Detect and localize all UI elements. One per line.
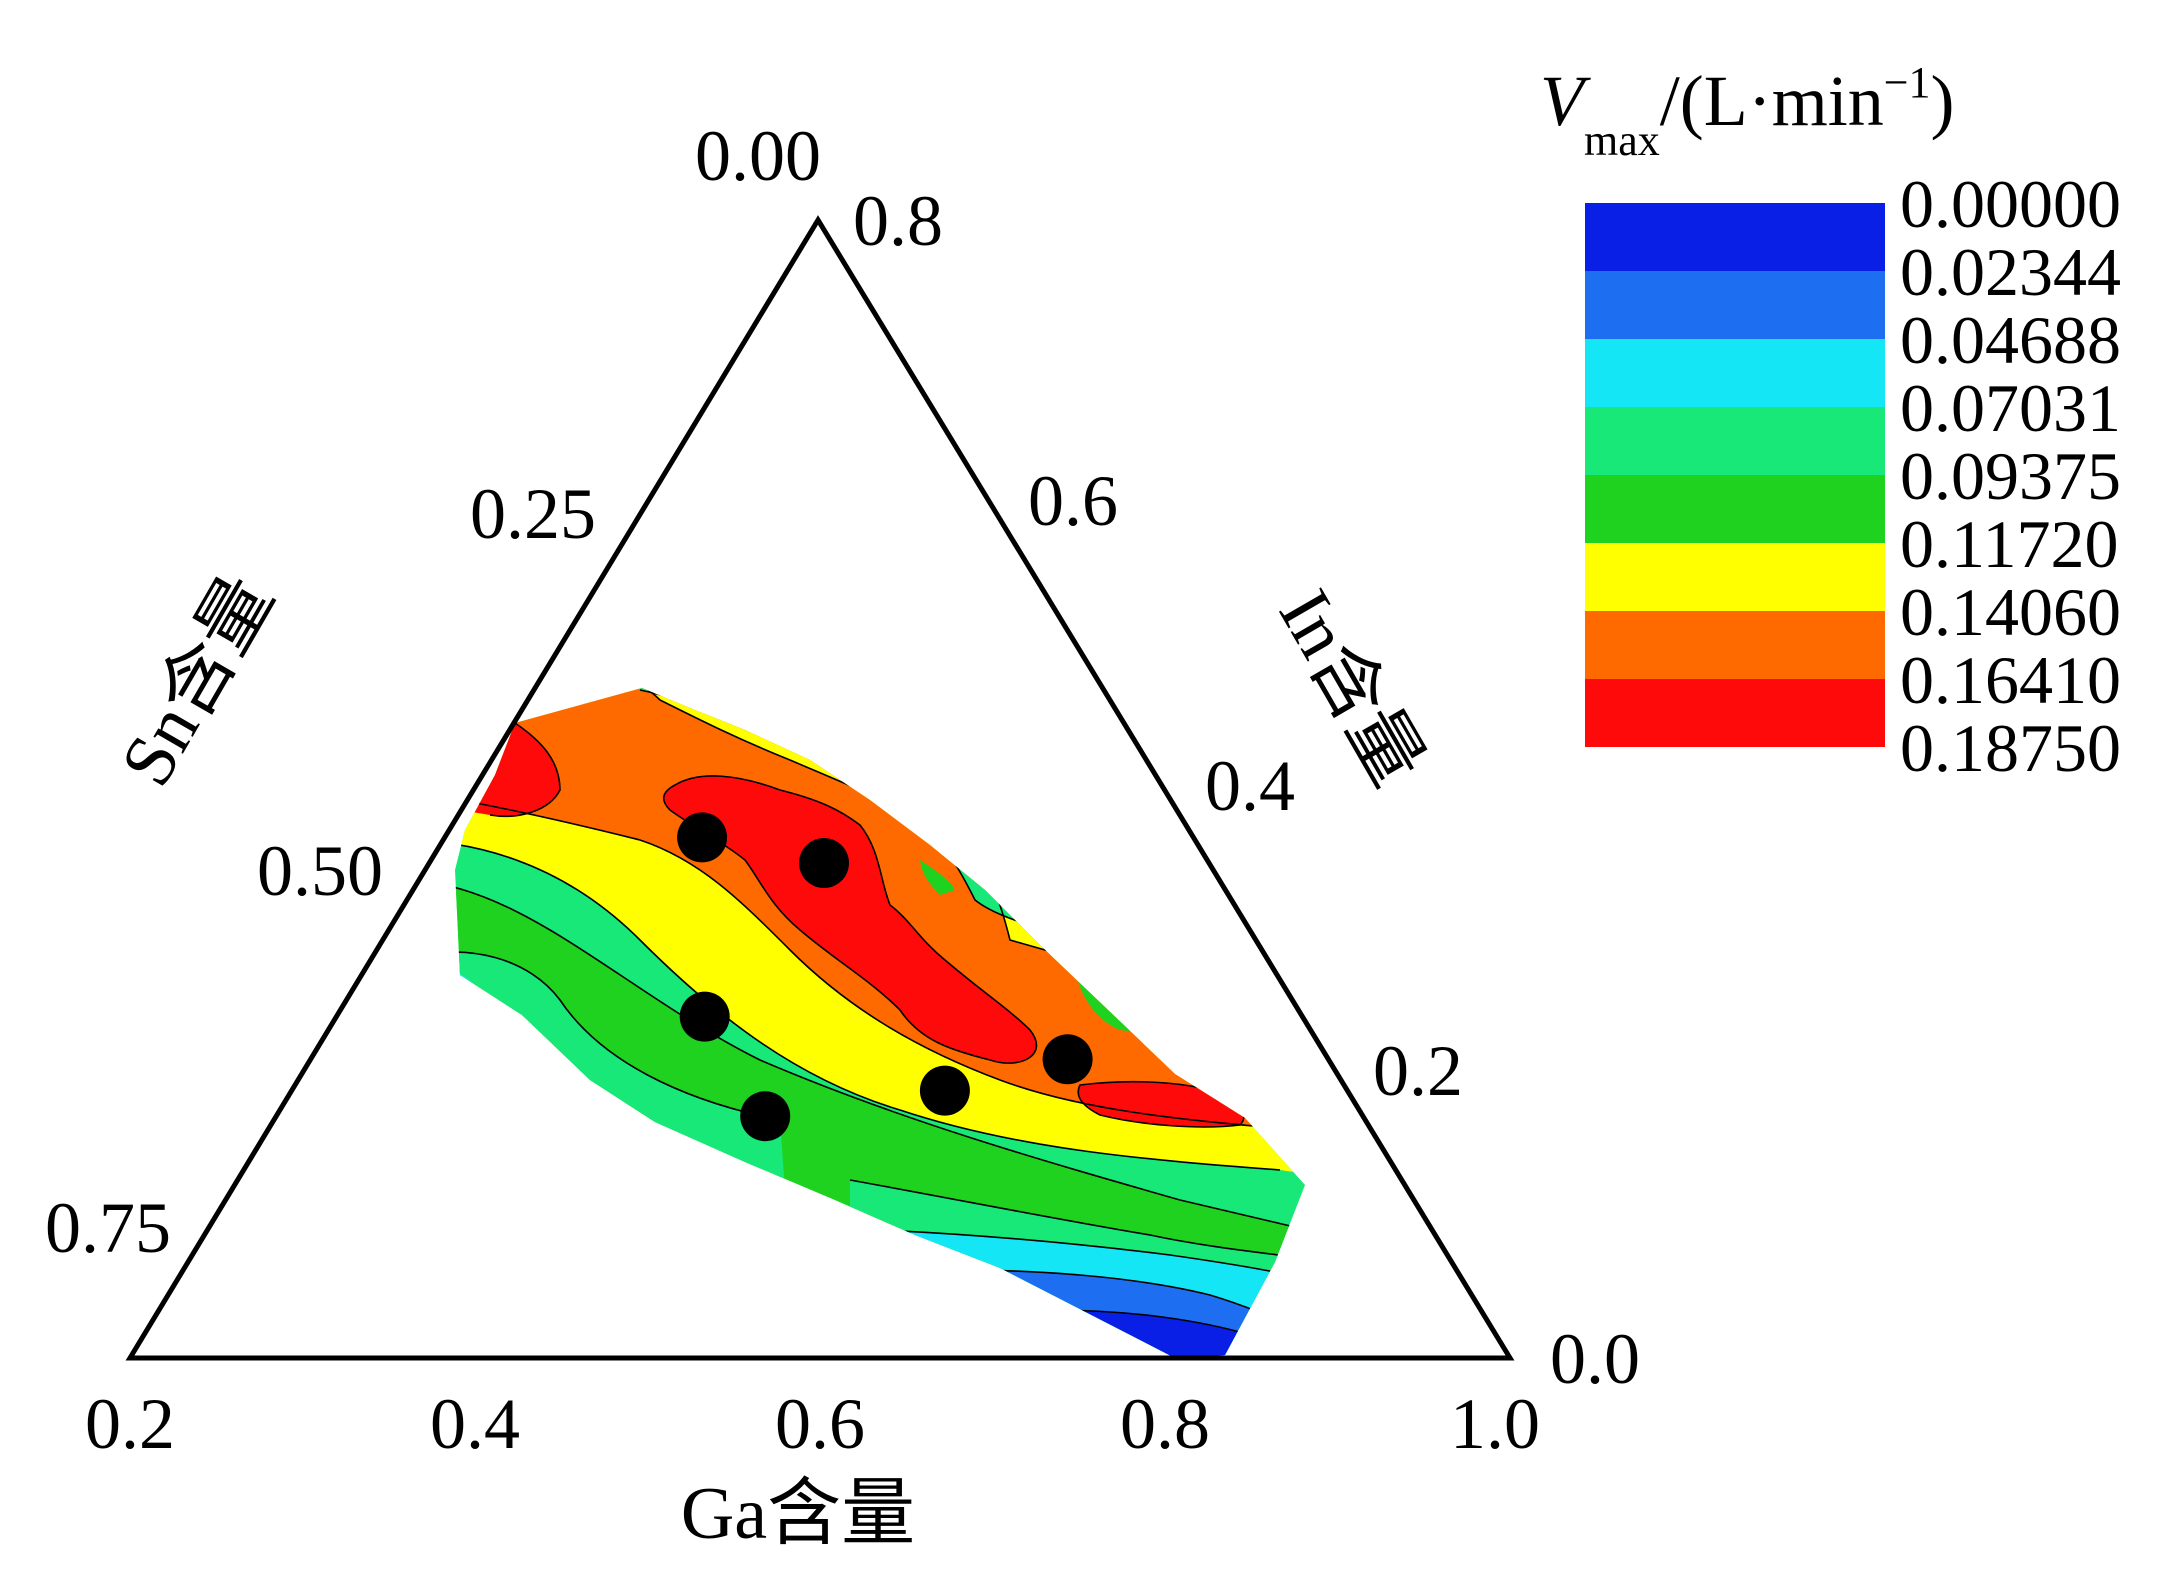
contour-band-0.164-right <box>1078 1081 1244 1127</box>
data-points <box>677 812 1093 1142</box>
bottom-tick-4: 1.0 <box>1450 1384 1540 1464</box>
left-axis-title: Sn含量 <box>105 563 289 800</box>
legend-level-5: 0.11720 <box>1900 506 2118 582</box>
legend-swatch-6 <box>1585 611 1885 679</box>
legend-swatch-1 <box>1585 271 1885 339</box>
data-point-5 <box>1042 1034 1093 1085</box>
legend-level-3: 0.07031 <box>1900 370 2121 446</box>
legend-level-7: 0.16410 <box>1900 642 2121 718</box>
ternary-triangle <box>125 215 1515 1361</box>
contour-band-0.094-small <box>920 860 955 895</box>
left-tick-1: 0.25 <box>470 474 596 554</box>
legend: Vmax/(L·min−1) 0.000000.023440.046880.07… <box>1540 58 2121 786</box>
legend-swatch-5 <box>1585 543 1885 611</box>
left-tick-3: 0.75 <box>45 1188 171 1268</box>
legend-level-2: 0.04688 <box>1900 302 2121 378</box>
legend-title-close: ) <box>1931 61 1955 141</box>
bottom-tick-1: 0.4 <box>430 1384 520 1464</box>
right-tick-4: 0.0 <box>1550 1319 1640 1399</box>
data-point-2 <box>679 991 730 1042</box>
legend-title-sub: max <box>1584 116 1660 165</box>
legend-level-1: 0.02344 <box>1900 234 2121 310</box>
legend-level-6: 0.14060 <box>1900 574 2121 650</box>
bottom-tick-3: 0.8 <box>1120 1384 1210 1464</box>
bottom-tick-0: 0.2 <box>85 1384 175 1464</box>
left-tick-2: 0.50 <box>257 831 383 911</box>
legend-swatches <box>1585 203 1885 747</box>
legend-swatch-0 <box>1585 203 1885 271</box>
data-point-1 <box>799 838 849 888</box>
legend-swatch-2 <box>1585 339 1885 407</box>
right-tick-3: 0.2 <box>1373 1031 1463 1111</box>
legend-title-sup: −1 <box>1884 58 1931 107</box>
contour-band-0.164-center <box>663 775 1037 1064</box>
right-tick-2: 0.4 <box>1205 746 1295 826</box>
legend-title-main: V <box>1540 61 1591 141</box>
data-point-0 <box>677 812 728 863</box>
right-tick-0: 0.8 <box>853 181 943 261</box>
right-tick-1: 0.6 <box>1028 461 1118 541</box>
bottom-tick-2: 0.6 <box>775 1384 865 1464</box>
legend-level-8: 0.18750 <box>1900 710 2121 786</box>
bottom-axis-title: Ga含量 <box>681 1473 915 1555</box>
legend-title: Vmax/(L·min−1) <box>1540 58 1955 165</box>
bottom-axis: 0.2 0.4 0.6 0.8 1.0 Ga含量 <box>85 1384 1540 1555</box>
legend-level-4: 0.09375 <box>1900 438 2121 514</box>
legend-swatch-3 <box>1585 407 1885 475</box>
legend-level-0: 0.00000 <box>1900 166 2121 242</box>
left-tick-0: 0.00 <box>695 116 821 196</box>
legend-labels: 0.000000.023440.046880.070310.093750.117… <box>1900 166 2121 786</box>
data-point-4 <box>919 1065 970 1116</box>
legend-title-rest: /(L·min <box>1660 61 1884 141</box>
data-point-3 <box>740 1091 791 1142</box>
legend-swatch-7 <box>1585 679 1885 747</box>
legend-swatch-4 <box>1585 475 1885 543</box>
